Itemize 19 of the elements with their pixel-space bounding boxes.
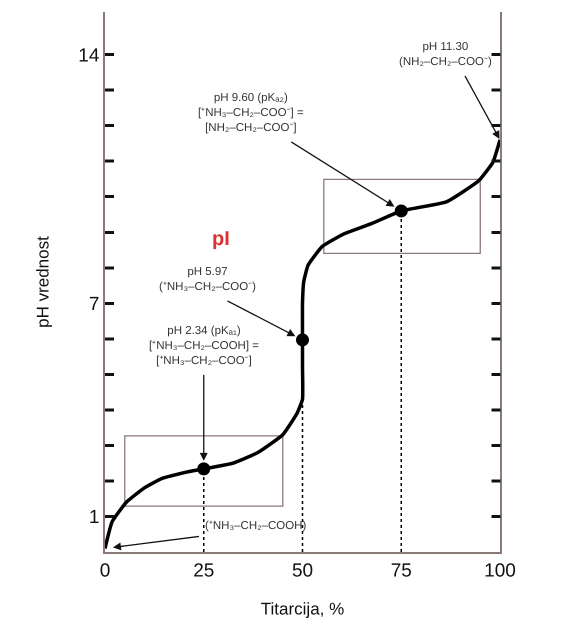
annotation: pH 2.34 (pKₐ₁) [⁺NH₃–CH₂–COOH] = [⁺NH₃–CH₂–COO⁻] bbox=[149, 325, 260, 367]
annotation: pI bbox=[212, 228, 230, 250]
y-tick-label: 7 bbox=[88, 294, 100, 315]
annotation: pH 11.30 (NH₂–CH₂–COO⁻) bbox=[399, 41, 492, 68]
x-tick-label: 50 bbox=[292, 560, 314, 582]
annotation: (⁺NH₃–CH₂–COOH) bbox=[205, 520, 306, 532]
x-tick-label: 0 bbox=[100, 560, 110, 582]
point bbox=[296, 333, 309, 346]
annotation: pH 9.60 (pKₐ₂) [⁺NH₃–CH₂–COO⁻] = [NH₂–CH₂–COO⁻] bbox=[198, 92, 304, 134]
y-tick-label: 14 bbox=[78, 45, 100, 66]
x-tick-label: 75 bbox=[390, 560, 412, 582]
point bbox=[394, 204, 408, 218]
x-tick-label: 25 bbox=[193, 560, 214, 582]
annotation: pH 5.97 (⁺NH₃–CH₂–COO⁻) bbox=[159, 266, 256, 293]
x-axis-title: Titarcija, % bbox=[260, 599, 344, 618]
x-tick-label: 100 bbox=[484, 560, 516, 582]
y-axis-title: pH vrednost bbox=[33, 236, 52, 328]
point bbox=[197, 462, 210, 476]
y-tick-label: 1 bbox=[88, 507, 100, 528]
